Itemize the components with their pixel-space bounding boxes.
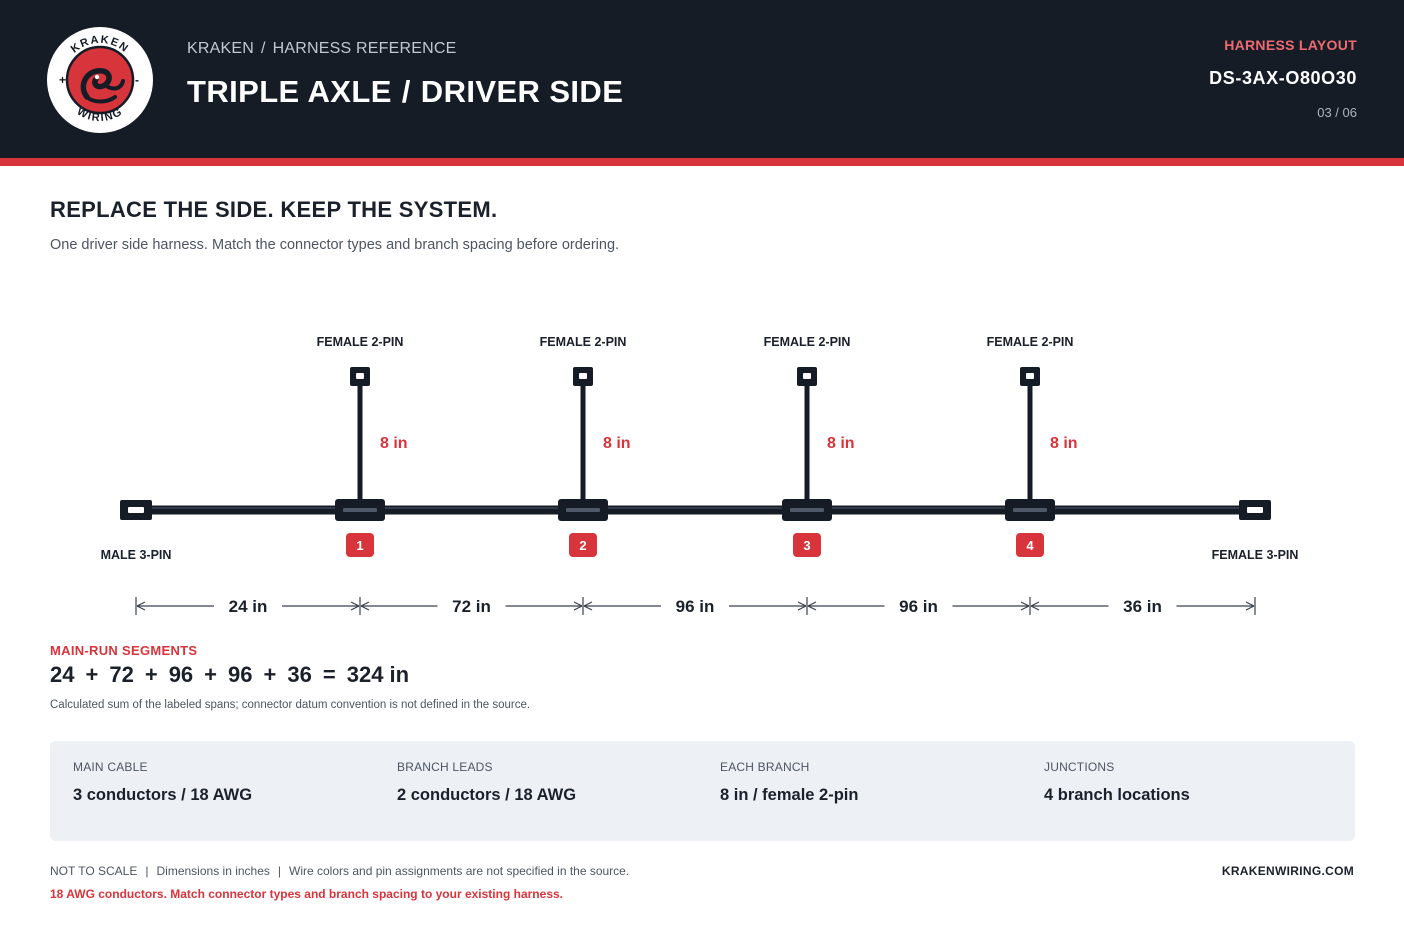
branch-length-label: 8 in (603, 435, 631, 452)
segment-term: 96 (168, 662, 194, 687)
section-headline: REPLACE THE SIDE. KEEP THE SYSTEM. (50, 197, 498, 222)
spec-label: MAIN CABLE (73, 760, 148, 774)
branch-connector-label: FEMALE 2-PIN (317, 335, 404, 349)
svg-text:WIRING: WIRING (75, 106, 125, 125)
spec-label: BRANCH LEADS (397, 760, 493, 774)
footer-site-link[interactable]: KRAKENWIRING.COM (1221, 864, 1354, 878)
branch-3: FEMALE 2-PIN 8 in 3 (764, 335, 855, 557)
junction-number: 1 (356, 538, 363, 553)
branch-length-label: 8 in (1050, 435, 1078, 452)
junction-block-slot (566, 508, 600, 512)
segment-term: 72 (109, 662, 134, 687)
segment-term: 96 (228, 662, 253, 687)
dimension-span: 96 in (583, 597, 807, 616)
footer-note: NOT TO SCALE (50, 864, 138, 878)
breadcrumb-separator: / (261, 40, 266, 57)
footer-divider: | (145, 864, 149, 878)
branch-connector-socket (579, 373, 587, 379)
page-title: TRIPLE AXLE / DRIVER SIDE (187, 74, 623, 110)
branch-connector-socket (1026, 373, 1034, 379)
segment-plus: + (85, 662, 99, 687)
junction-block-slot (790, 508, 824, 512)
dimension-label: 36 in (1123, 597, 1162, 616)
spec-panel: MAIN CABLE 3 conductors / 18 AWG BRANCH LE… (50, 741, 1355, 841)
header-bar: KRAKEN WIRING + - KRAKEN / HARNESS REFEREN… (0, 0, 1404, 158)
junction-number: 2 (579, 538, 586, 553)
dimension-line: 24 in 72 in 96 in 96 in 36 in (135, 597, 1256, 616)
logo-plus-mark: + (59, 73, 66, 87)
dimension-label: 96 in (899, 597, 938, 616)
dimension-span: 24 in (136, 597, 360, 616)
dimension-label: 96 in (676, 597, 715, 616)
segments-equation: 24 +72 +96 +96 +36 = 324 in (50, 662, 409, 688)
junction-block-slot (1013, 508, 1047, 512)
footer-warning: 18 AWG conductors. Match connector types… (50, 887, 563, 901)
branch-connector-label: FEMALE 2-PIN (540, 335, 627, 349)
dimension-span: 36 in (1030, 597, 1255, 616)
header-accent-stripe (0, 158, 1404, 166)
logo-bottom-text: WIRING (75, 106, 124, 125)
segment-plus: + (144, 662, 158, 687)
junction-number: 4 (1026, 538, 1034, 553)
junction-badge (1016, 533, 1044, 557)
dimension-label: 72 in (452, 597, 491, 616)
spec-value: 2 conductors / 18 AWG (397, 786, 577, 804)
left-end-label: MALE 3-PIN (101, 548, 172, 562)
segment-equals: = (322, 662, 336, 687)
page-title-left: TRIPLE AXLE (187, 74, 392, 109)
spec-value: 3 conductors / 18 AWG (73, 786, 253, 804)
section-subline: One driver side harness. Match the conne… (50, 237, 620, 253)
junction-badge (346, 533, 374, 557)
segment-term: 24 (50, 662, 75, 687)
branch-length-label: 8 in (380, 435, 408, 452)
kraken-serpent-icon (80, 68, 125, 104)
junction-number: 3 (803, 538, 810, 553)
footer-divider: | (277, 864, 282, 878)
branch-connector-socket (356, 373, 364, 379)
footer-notes: NOT TO SCALE | Dimensions in inches | Wire c… (50, 864, 629, 878)
dimension-span: 72 in (360, 597, 583, 616)
segments-kicker: MAIN-RUN SEGMENTS (50, 643, 198, 658)
breadcrumb-brand[interactable]: KRAKEN (187, 40, 254, 57)
left-end-connector (120, 500, 152, 520)
branch-1: FEMALE 2-PIN 8 in 1 (317, 335, 408, 557)
breadcrumb: KRAKEN / HARNESS REFERENCE (187, 40, 457, 58)
spec-value: 8 in / female 2-pin (720, 786, 859, 804)
segment-total: 324 in (346, 662, 410, 687)
harness-diagram: MALE 3-PIN FEMALE 3-PIN FEMALE 2-PIN 8 in… (101, 335, 1299, 616)
spec-value: 4 branch locations (1044, 786, 1190, 804)
page-indicator: 03 / 06 (1317, 105, 1357, 120)
junction-block-slot (343, 508, 377, 512)
branch-connector-socket (803, 373, 811, 379)
logo-minus-mark: - (135, 73, 139, 87)
segment-plus: + (204, 662, 218, 687)
title-separator: / (401, 74, 411, 109)
page-title-right: DRIVER SIDE (420, 74, 624, 109)
segments-note: Calculated sum of the labeled spans; con… (50, 699, 531, 711)
branch-4: FEMALE 2-PIN 8 in 4 (987, 335, 1078, 557)
junction-badge (793, 533, 821, 557)
doc-id: DS-3AX-O80O30 (1209, 68, 1357, 88)
segment-plus: + (263, 662, 277, 687)
right-end-label: FEMALE 3-PIN (1212, 548, 1299, 562)
right-end-connector (1239, 500, 1271, 520)
spec-label: EACH BRANCH (720, 760, 810, 774)
footer-note: Dimensions in inches (156, 864, 270, 878)
dimension-span: 96 in (807, 597, 1030, 616)
spec-label: JUNCTIONS (1044, 760, 1115, 774)
kraken-logo: KRAKEN WIRING + - (47, 27, 153, 133)
branch-connector-label: FEMALE 2-PIN (987, 335, 1074, 349)
junction-badge (569, 533, 597, 557)
breadcrumb-section[interactable]: HARNESS REFERENCE (272, 40, 457, 57)
segment-term: 36 (287, 662, 312, 687)
branch-length-label: 8 in (827, 435, 855, 452)
branch-2: FEMALE 2-PIN 8 in 2 (540, 335, 631, 557)
branch-connector-label: FEMALE 2-PIN (764, 335, 851, 349)
footer-note: Wire colors and pin assignments are not … (289, 864, 630, 878)
dimension-label: 24 in (229, 597, 268, 616)
doc-kicker: HARNESS LAYOUT (1224, 37, 1357, 53)
